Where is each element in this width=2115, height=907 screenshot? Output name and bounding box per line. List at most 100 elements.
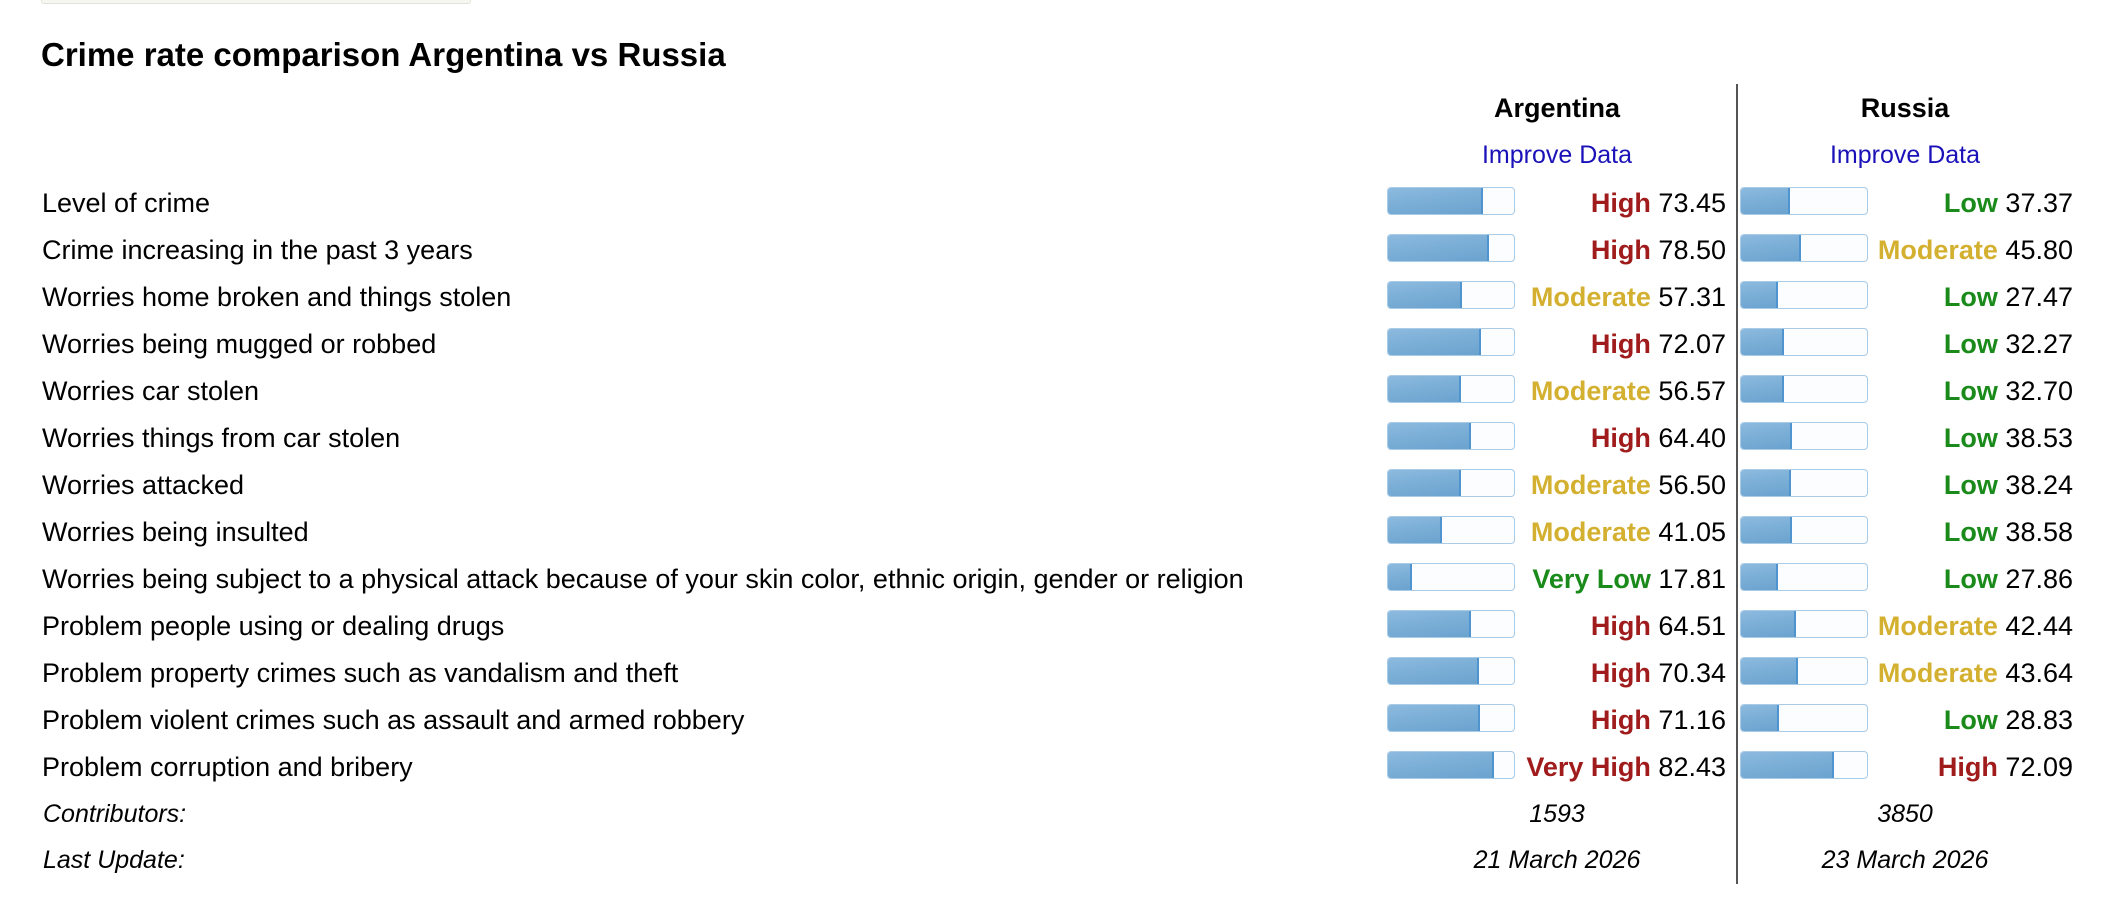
row-label: Crime increasing in the past 3 years xyxy=(42,235,473,265)
progress-bar-fill xyxy=(1741,188,1791,214)
progress-bar-fill xyxy=(1388,517,1442,543)
value-argentina: High 64.51 xyxy=(1591,611,1726,642)
contributors-russia: 3850 xyxy=(1877,800,1933,828)
progress-bar-fill xyxy=(1741,752,1834,778)
table-row: Problem violent crimes such as assault a… xyxy=(0,696,2115,743)
progress-bar-fill xyxy=(1741,517,1792,543)
country-header-russia: Russia xyxy=(1860,93,1950,123)
score: 41.05 xyxy=(1658,517,1726,547)
value-russia: High 72.09 xyxy=(1938,752,2073,783)
row-label: Worries things from car stolen xyxy=(42,423,401,453)
progress-bar-fill xyxy=(1388,235,1489,261)
rank-label: Very High xyxy=(1526,752,1651,782)
rank-label: High xyxy=(1590,188,1651,218)
value-russia: Low 32.70 xyxy=(1944,376,2073,407)
top-search-bar[interactable] xyxy=(41,0,471,4)
value-russia: Low 38.58 xyxy=(1944,517,2073,548)
rank-label: High xyxy=(1590,235,1651,265)
progress-bar-russia xyxy=(1740,516,1868,544)
rank-label: High xyxy=(1590,658,1651,688)
value-argentina: Very High 82.43 xyxy=(1526,752,1726,783)
rank-label: Moderate xyxy=(1877,235,1998,265)
progress-bar-argentina xyxy=(1387,563,1515,591)
rank-label: Low xyxy=(1943,423,1998,453)
row-label: Worries being subject to a physical atta… xyxy=(42,564,1244,594)
progress-bar-argentina xyxy=(1387,610,1515,638)
score: 17.81 xyxy=(1658,564,1726,594)
value-argentina: High 78.50 xyxy=(1591,235,1726,266)
rank-label: High xyxy=(1590,611,1651,641)
row-label: Worries attacked xyxy=(42,470,245,500)
row-label: Worries car stolen xyxy=(42,376,260,406)
score: 73.45 xyxy=(1658,188,1726,218)
progress-bar-fill xyxy=(1741,564,1779,590)
score: 78.50 xyxy=(1658,235,1726,265)
improve-data-link-russia[interactable]: Improve Data xyxy=(1829,141,1981,169)
rank-label: Very Low xyxy=(1532,564,1651,594)
score: 64.51 xyxy=(1658,611,1726,641)
value-argentina: Moderate 56.57 xyxy=(1531,376,1726,407)
country-header-argentina: Argentina xyxy=(1493,93,1620,123)
score: 32.27 xyxy=(2005,329,2073,359)
table-row: Crime increasing in the past 3 years High… xyxy=(0,226,2115,273)
contributors-argentina: 1593 xyxy=(1529,800,1585,828)
progress-bar-russia xyxy=(1740,610,1868,638)
table-row: Problem people using or dealing drugs Hig… xyxy=(0,602,2115,649)
progress-bar-russia xyxy=(1740,657,1868,685)
last-update-label: Last Update: xyxy=(43,846,185,874)
progress-bar-fill xyxy=(1388,188,1483,214)
progress-bar-russia xyxy=(1740,469,1868,497)
rank-label: High xyxy=(1590,423,1651,453)
progress-bar-fill xyxy=(1741,705,1780,731)
value-russia: Low 38.24 xyxy=(1944,470,2073,501)
score: 71.16 xyxy=(1658,705,1726,735)
progress-bar-fill xyxy=(1388,658,1479,684)
progress-bar-fill xyxy=(1741,376,1785,402)
rank-label: Low xyxy=(1943,705,1998,735)
table-row: Worries things from car stolen High 64.40… xyxy=(0,414,2115,461)
table-row: Worries being insulted Moderate 41.05 Low … xyxy=(0,508,2115,555)
table-row: Worries car stolen Moderate 56.57 Low 32.7… xyxy=(0,367,2115,414)
value-russia: Low 38.53 xyxy=(1944,423,2073,454)
last-update-russia: 23 March 2026 xyxy=(1821,846,1989,874)
progress-bar-russia xyxy=(1740,375,1868,403)
value-argentina: High 70.34 xyxy=(1591,658,1726,689)
value-russia: Low 27.86 xyxy=(1944,564,2073,595)
score: 42.44 xyxy=(2005,611,2073,641)
progress-bar-russia xyxy=(1740,751,1868,779)
progress-bar-fill xyxy=(1388,329,1481,355)
progress-bar-russia xyxy=(1740,422,1868,450)
progress-bar-argentina xyxy=(1387,328,1515,356)
value-russia: Moderate 45.80 xyxy=(1878,235,2073,266)
rank-label: Low xyxy=(1943,188,1998,218)
row-label: Worries home broken and things stolen xyxy=(42,282,512,312)
score: 45.80 xyxy=(2005,235,2073,265)
table-row: Worries home broken and things stolen Mod… xyxy=(0,273,2115,320)
score: 37.37 xyxy=(2005,188,2073,218)
rank-label: High xyxy=(1937,752,1998,782)
value-russia: Low 27.47 xyxy=(1944,282,2073,313)
value-argentina: Very Low 17.81 xyxy=(1532,564,1726,595)
progress-bar-fill xyxy=(1741,282,1778,308)
row-label: Worries being mugged or robbed xyxy=(42,329,437,359)
rank-label: Low xyxy=(1943,376,1998,406)
progress-bar-argentina xyxy=(1387,469,1515,497)
score: 57.31 xyxy=(1658,282,1726,312)
rank-label: Moderate xyxy=(1530,470,1651,500)
progress-bar-fill xyxy=(1741,470,1792,496)
rank-label: Low xyxy=(1943,329,1998,359)
progress-bar-argentina xyxy=(1387,422,1515,450)
score: 38.58 xyxy=(2005,517,2073,547)
progress-bar-argentina xyxy=(1387,751,1515,779)
row-label: Problem property crimes such as vandalis… xyxy=(42,658,679,688)
progress-bar-russia xyxy=(1740,563,1868,591)
progress-bar-fill xyxy=(1388,282,1463,308)
table-row: Worries attacked Moderate 56.50 Low 38.24 xyxy=(0,461,2115,508)
progress-bar-fill xyxy=(1388,611,1472,637)
progress-bar-russia xyxy=(1740,234,1868,262)
improve-data-link-argentina[interactable]: Improve Data xyxy=(1481,141,1633,169)
row-label: Problem violent crimes such as assault a… xyxy=(42,705,745,735)
value-argentina: High 73.45 xyxy=(1591,188,1726,219)
progress-bar-fill xyxy=(1741,329,1784,355)
table-row: Level of crime High 73.45 Low 37.37 xyxy=(0,179,2115,226)
